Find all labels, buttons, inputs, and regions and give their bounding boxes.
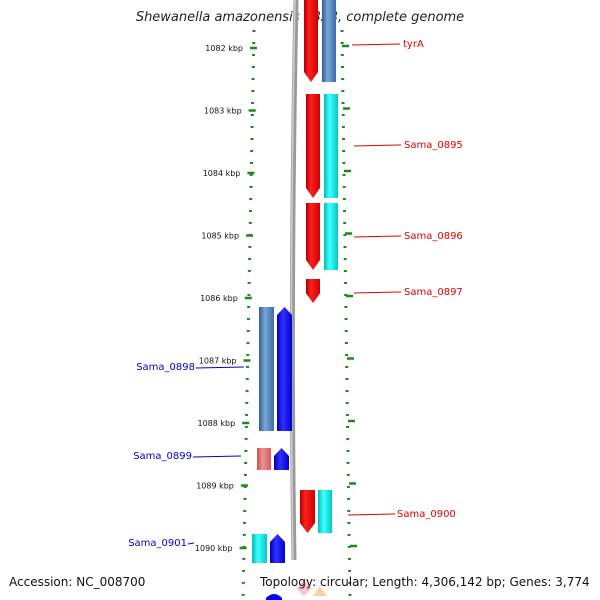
ruler-ticks: 1082 kbp 1083 kbp 1084 kbp 1085 kbp 1086 kbp… <box>195 44 357 553</box>
genome-backbone-highlight <box>290 0 296 561</box>
Sama_0895-protein-bar <box>324 94 338 198</box>
ruler-tick-label: 1087 kbp <box>199 357 237 366</box>
bottom-feature-blue <box>266 594 282 600</box>
genome-info-label: Topology: circular; Length: 4,306,142 bp… <box>260 575 590 589</box>
gene-label-leader <box>353 235 402 238</box>
gene-label-leader <box>351 43 401 46</box>
Sama_0896-protein-bar <box>324 203 338 270</box>
Sama_0896-gene-arrow <box>306 203 320 270</box>
gene-label-Sama_0898[interactable]: Sama_0898 <box>136 362 195 373</box>
ruler-tick-label: 1088 kbp <box>197 419 235 428</box>
Sama_0901-gene-arrow <box>270 534 285 563</box>
Sama_0901-protein-bar <box>252 534 267 563</box>
gene-features <box>252 0 338 563</box>
tyrA-gene-arrow <box>304 0 318 82</box>
ruler-tick-label: 1086 kbp <box>200 294 238 303</box>
genome-backbone <box>289 0 299 561</box>
gene-label-Sama_0900[interactable]: Sama_0900 <box>397 509 456 520</box>
bottom-feature-pink <box>296 580 312 596</box>
map-title: Shewanella amazonensis SB2B, complete ge… <box>135 10 465 25</box>
ruler-tick-label: 1090 kbp <box>195 544 233 553</box>
gene-label-Sama_0899[interactable]: Sama_0899 <box>133 451 192 462</box>
Sama_0898-gene-arrow <box>277 307 292 431</box>
ruler-left-dotted <box>241 29 256 600</box>
ruler-tick-label: 1083 kbp <box>204 107 242 116</box>
gene-label-leader <box>353 291 402 294</box>
gene-label-Sama_0901[interactable]: Sama_0901 <box>128 538 187 549</box>
gene-label-leader <box>353 144 402 147</box>
gene-label-leader <box>195 366 245 369</box>
gene-label-tyrA[interactable]: tyrA <box>403 39 424 50</box>
Sama_0899-gene-arrow <box>274 448 289 470</box>
ruler-tick-label: 1089 kbp <box>196 482 234 491</box>
bottom-feature-tan <box>313 586 327 596</box>
ruler-tick-label: 1084 kbp <box>203 169 241 178</box>
Sama_0897-gene-arrow <box>306 279 320 303</box>
Sama_0900-protein-bar <box>318 490 332 533</box>
Sama_0898-protein-bar <box>259 307 274 431</box>
Sama_0899-protein-bar <box>257 448 271 470</box>
gene-label-leader <box>187 542 195 545</box>
gene-labels: tyrA Sama_0895 Sama_0896 Sama_0897 Sama_0898… <box>128 39 463 549</box>
gene-label-Sama_0897[interactable]: Sama_0897 <box>404 287 463 298</box>
tyrA-protein-bar <box>322 0 336 82</box>
accession-label: Accession: NC_008700 <box>9 575 146 589</box>
ruler-tick-label: 1082 kbp <box>205 44 243 53</box>
Sama_0900-gene-arrow <box>300 490 315 533</box>
gene-label-Sama_0896[interactable]: Sama_0896 <box>404 231 463 242</box>
gene-label-leader <box>192 455 242 458</box>
Sama_0895-gene-arrow <box>306 94 320 198</box>
gene-label-Sama_0895[interactable]: Sama_0895 <box>404 140 463 151</box>
gene-label-leader <box>347 513 396 516</box>
ruler-tick-label: 1085 kbp <box>201 232 239 241</box>
